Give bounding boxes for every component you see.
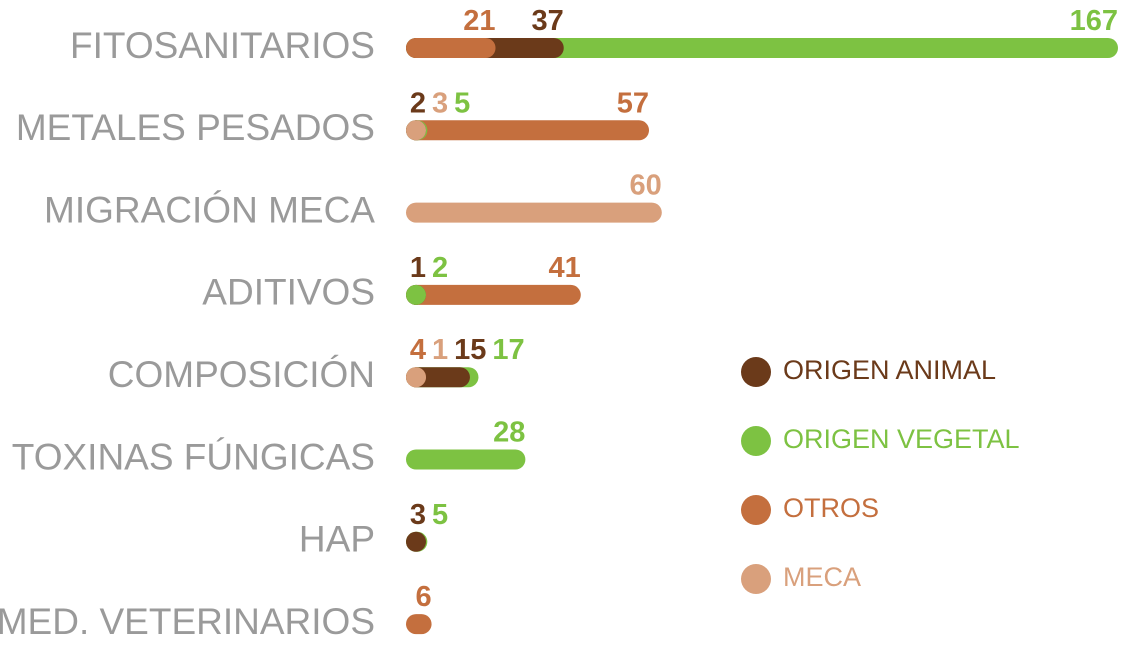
category-label: MIGRACIÓN MECA (44, 189, 375, 230)
category-label: FITOSANITARIOS (70, 25, 375, 66)
legend-marker (741, 495, 771, 525)
value-label: 2 (432, 252, 448, 284)
value-label: 4 (410, 334, 426, 366)
value-label: 5 (454, 87, 470, 119)
value-label: 3 (410, 499, 426, 531)
bar (406, 38, 1118, 58)
category-label: TOXINAS FÚNGICAS (12, 436, 375, 477)
legend-label: ORIGEN VEGETAL (783, 424, 1020, 454)
value-label: 28 (493, 417, 525, 449)
value-label: 3 (432, 87, 448, 119)
bar (406, 449, 526, 470)
bar (406, 367, 426, 388)
legend-label: ORIGEN ANIMAL (783, 355, 996, 385)
value-label: 37 (531, 5, 563, 37)
bar (406, 202, 662, 223)
legend-marker (741, 426, 771, 456)
value-label: 6 (415, 581, 431, 613)
value-label: 57 (617, 87, 649, 119)
value-label: 21 (463, 5, 495, 37)
bar (406, 531, 426, 552)
bar (406, 120, 426, 141)
value-label: 60 (630, 170, 662, 202)
value-label: 167 (1070, 5, 1118, 37)
value-label: 2 (410, 87, 426, 119)
bar (406, 120, 650, 141)
bar (406, 284, 426, 305)
legend-label: OTROS (783, 493, 879, 523)
bar (406, 284, 581, 305)
legend-marker (741, 564, 771, 594)
value-label: 1 (410, 252, 426, 284)
value-label: 41 (549, 252, 581, 284)
value-label: 17 (492, 334, 524, 366)
category-label: ADITIVOS (202, 272, 375, 313)
value-label: 5 (432, 499, 448, 531)
category-label: COMPOSICIÓN (108, 354, 375, 395)
category-label: MED. VETERINARIOS (0, 601, 375, 642)
bar (406, 614, 432, 635)
value-label: 15 (454, 334, 486, 366)
legend-marker (741, 357, 771, 387)
value-label: 1 (432, 334, 448, 366)
legend-label: MECA (783, 562, 861, 592)
bar (406, 38, 496, 58)
category-label: METALES PESADOS (16, 107, 375, 148)
category-label: HAP (299, 519, 375, 560)
